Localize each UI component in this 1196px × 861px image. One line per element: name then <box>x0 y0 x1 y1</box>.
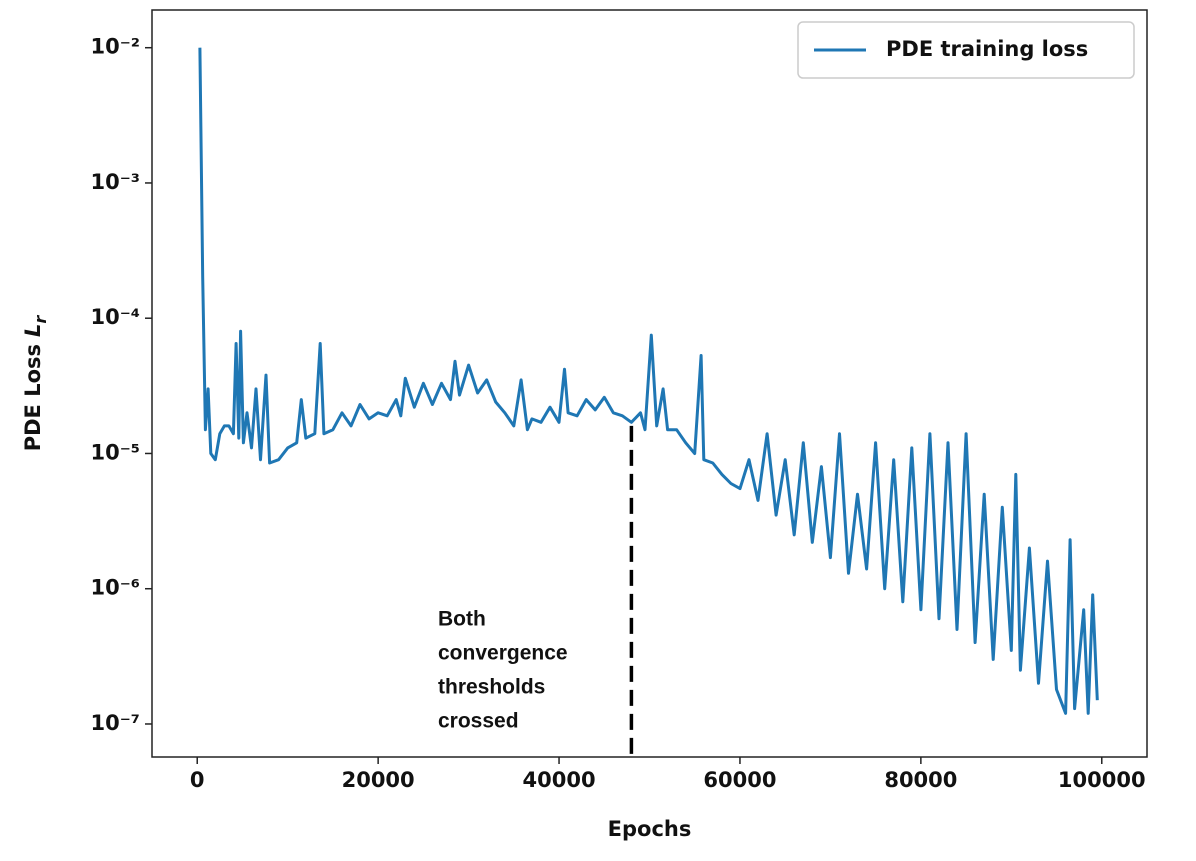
y-label-text: PDE Loss <box>21 344 45 451</box>
x-tick-label: 60000 <box>703 768 776 792</box>
x-tick-label: 20000 <box>342 768 415 792</box>
annotation-text: crossed <box>438 710 519 733</box>
loss-line <box>198 47 1099 715</box>
y-tick-label: 10⁻⁴ <box>90 305 140 329</box>
y-label-symbol: L <box>21 324 45 337</box>
plot-frame <box>151 9 1148 758</box>
y-tick-label: 10⁻⁵ <box>90 440 140 464</box>
x-axis-label: Epochs <box>608 817 692 841</box>
legend-box <box>797 21 1135 79</box>
x-tick-label: 40000 <box>523 768 596 792</box>
annotation-text: thresholds <box>438 676 545 699</box>
y-tick-label: 10⁻⁷ <box>90 711 140 735</box>
y-label-subscript: r <box>31 315 50 324</box>
annotation-text: convergence <box>438 642 568 665</box>
y-tick-label: 10⁻² <box>90 35 140 59</box>
y-tick-label: 10⁻³ <box>90 170 140 194</box>
y-tick-label: 10⁻⁶ <box>90 576 140 600</box>
x-tick-label: 100000 <box>1058 768 1146 792</box>
y-axis-label: PDE Loss Lr <box>21 315 50 452</box>
x-tick-label: 0 <box>190 768 205 792</box>
legend-label: PDE training loss <box>886 37 1088 61</box>
x-tick-label: 80000 <box>884 768 957 792</box>
annotation-text: Both <box>438 608 486 631</box>
